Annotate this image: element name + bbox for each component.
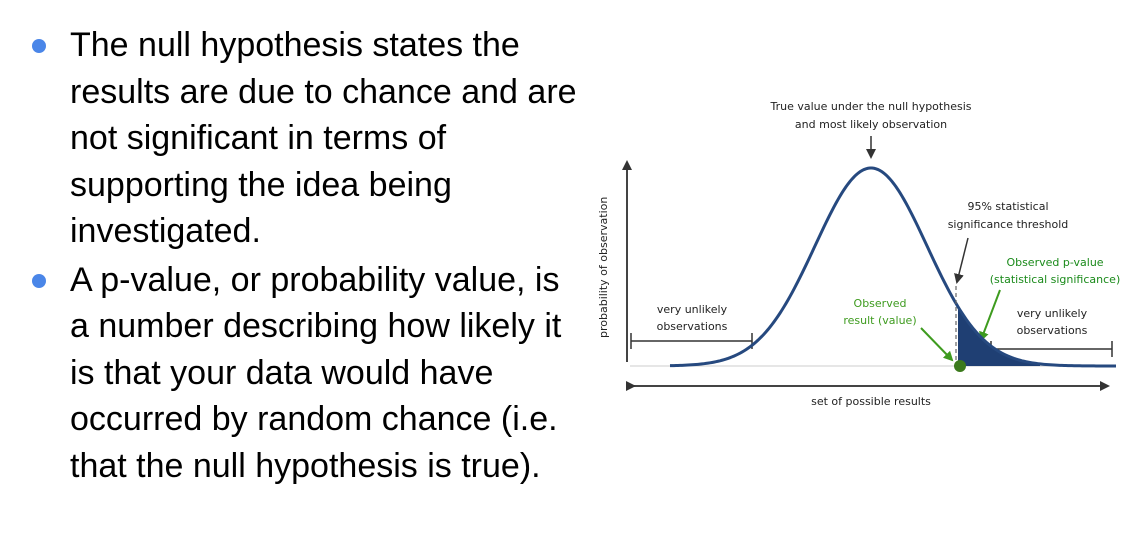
bell-curve	[669, 166, 1117, 368]
bullet-text: A p-value, or probability value, is a nu…	[70, 260, 562, 485]
bullet-item-null-hypothesis: The null hypothesis states the results a…	[24, 22, 584, 255]
x-axis-label: set of possible results	[811, 395, 931, 408]
right-range-bracket	[990, 341, 1113, 357]
bullet-list: The null hypothesis states the results a…	[24, 22, 584, 489]
top-label-line1: True value under the null hypothesis	[770, 100, 972, 113]
top-label-line2: and most likely observation	[795, 118, 947, 131]
bullet-dot-icon	[32, 39, 46, 53]
bullet-dot-icon	[32, 273, 46, 288]
y-axis-label: probability of observation	[597, 197, 610, 338]
threshold-arrow	[954, 237, 969, 284]
bullet-item-p-value: A p-value, or probability value, is a nu…	[24, 257, 584, 490]
observed-label-line2: result (value)	[843, 314, 916, 327]
left-range-label-line2: observations	[657, 320, 728, 333]
observed-arrow	[920, 327, 954, 362]
right-range-label-line2: observations	[1017, 324, 1088, 337]
pvalue-label-line1: Observed p-value	[1006, 256, 1103, 269]
pvalue-label-line2: (statistical significance)	[990, 273, 1120, 286]
right-range-label-line1: very unlikely	[1017, 307, 1088, 320]
p-value-tail-area	[958, 306, 1040, 366]
threshold-label-line1: 95% statistical	[967, 200, 1048, 213]
bullet-text: The null hypothesis states the results a…	[70, 26, 577, 250]
left-range-label-line1: very unlikely	[657, 303, 728, 316]
threshold-label-line2: significance threshold	[948, 218, 1069, 231]
left-range-bracket	[630, 333, 753, 349]
observed-label-line1: Observed	[854, 297, 907, 310]
observed-result-point	[954, 360, 966, 372]
pvalue-arrow	[979, 289, 1001, 342]
